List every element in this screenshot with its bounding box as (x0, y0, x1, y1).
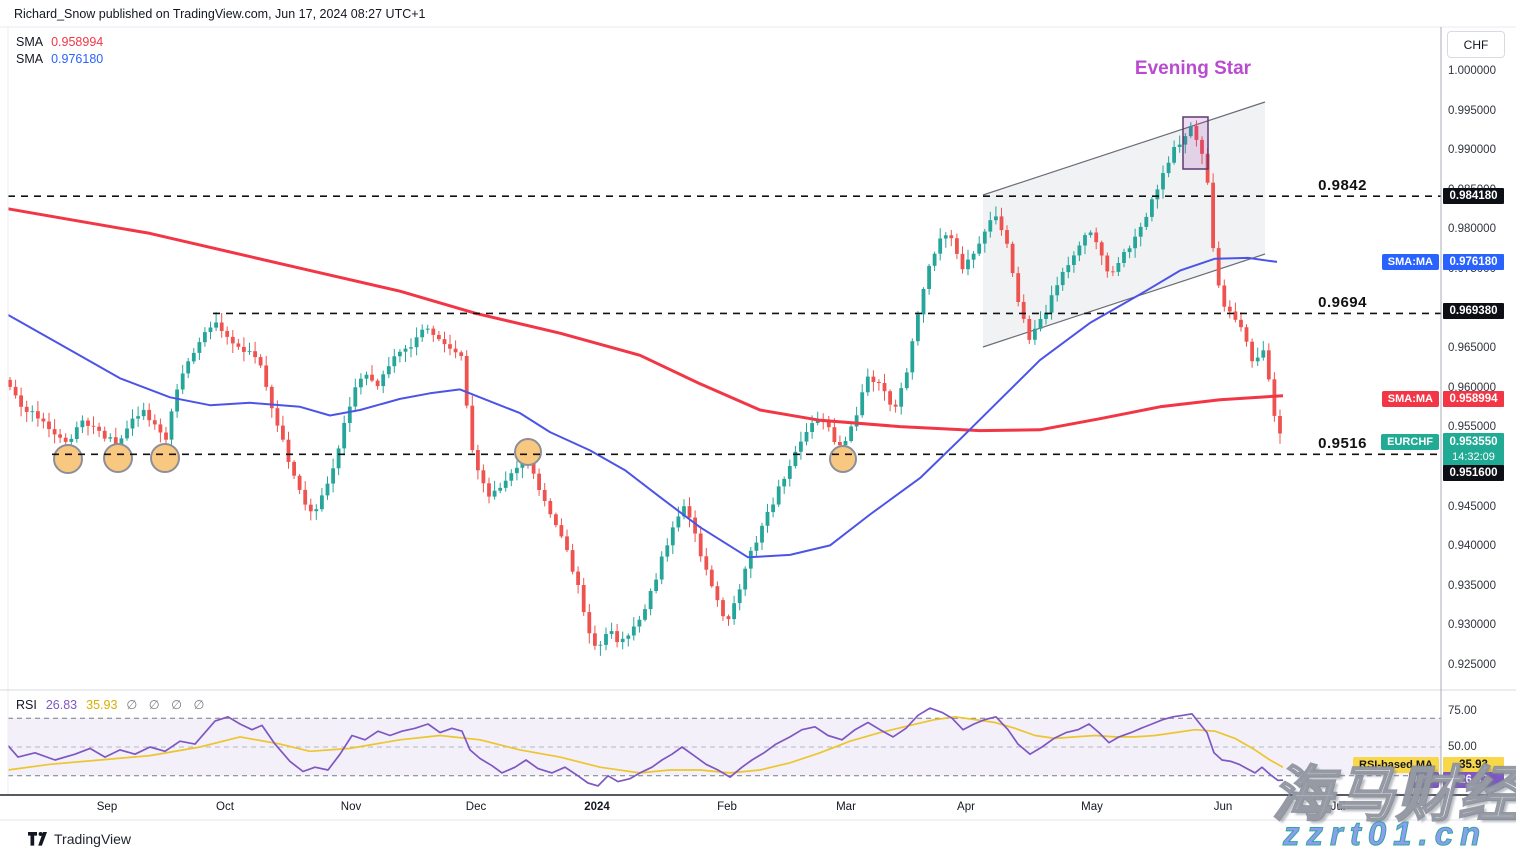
sma50-axis-name: SMA:MA (1381, 254, 1439, 270)
price-axis-tick: 0.955000 (1448, 421, 1496, 433)
symbol-axis-name: EURCHF (1381, 434, 1439, 450)
sma-200-value: 0.958994 (51, 34, 104, 49)
sma50-axis-value: 0.976180 (1443, 254, 1504, 270)
price-level-lines (8, 195, 1441, 456)
legend-sma-200[interactable]: SMA 0.958994 (16, 33, 103, 50)
sma-200-label: SMA (16, 34, 44, 49)
rsi-legend[interactable]: RSI 26.83 35.93 ∅ ∅ ∅ ∅ (16, 697, 209, 713)
pane-separators (0, 26, 1516, 821)
price-axis[interactable]: 1.0000000.9950000.9900000.9850000.980000… (1441, 27, 1516, 820)
level-badge-969380: 0.969380 (1443, 303, 1504, 319)
sma200-axis-value: 0.958994 (1443, 391, 1504, 407)
price-axis-tick: 0.965000 (1448, 342, 1496, 354)
price-axis-tick: 0.930000 (1448, 619, 1496, 631)
price-axis-tick: 0.995000 (1448, 105, 1496, 117)
rsi-label: RSI (16, 697, 37, 712)
evening-star-annotation: Evening Star (1134, 58, 1252, 79)
rsi-ma-axis-value: 35.93 (1443, 757, 1504, 773)
rsi-params: ∅ ∅ ∅ ∅ (126, 698, 209, 712)
time-axis-label: Dec (465, 801, 487, 813)
rsi-current-value: 26.83 (45, 697, 78, 712)
rsi-line (7, 707, 1284, 787)
time-axis[interactable]: Sep Oct Nov Dec 2024 Feb Mar Apr May Jun Jul (0, 795, 1441, 820)
price-axis-tick: 0.925000 (1448, 659, 1496, 671)
tradingview-logo-icon (28, 831, 47, 846)
rsi-ma-axis-name: RSI-based MA (1353, 757, 1439, 773)
time-axis-label: 2024 (584, 801, 610, 813)
indicator-legend: SMA 0.958994 SMA 0.976180 (16, 33, 103, 67)
rsi-axis-value: 26.83 (1443, 772, 1504, 788)
sma-50-line (7, 256, 1278, 559)
level-label-9516: 0.9516 (1318, 435, 1367, 452)
time-axis-label: Oct (216, 801, 234, 813)
bar-countdown: 14:32:09 (1452, 450, 1495, 463)
tradingview-brand-text: TradingView (54, 831, 132, 847)
price-axis-tick: 0.990000 (1448, 144, 1496, 156)
price-axis-tick: 0.980000 (1448, 223, 1496, 235)
time-axis-label: Jul (1330, 801, 1346, 813)
time-axis-label: Mar (836, 801, 856, 813)
sma200-axis-name: SMA:MA (1381, 391, 1439, 407)
time-axis-label: May (1081, 801, 1103, 813)
rsi-pane (7, 707, 1441, 787)
watermark-chinese: 海马财经 (1271, 760, 1516, 829)
time-axis-label: Sep (96, 801, 118, 813)
rsi-axis-tick: 75.00 (1448, 705, 1477, 717)
price-axis-tick: 0.945000 (1448, 501, 1496, 513)
support-touch-circles (53, 438, 857, 474)
time-axis-label: Apr (957, 801, 975, 813)
level-label-9694: 0.9694 (1318, 294, 1367, 311)
time-axis-label: Jun (1213, 801, 1233, 813)
rsi-axis-tick: 50.00 (1448, 741, 1477, 753)
price-axis-tick: 1.000000 (1448, 65, 1496, 77)
level-badge-951600: 0.951600 (1443, 465, 1504, 481)
time-axis-label: Nov (340, 801, 362, 813)
time-axis-label: Feb (717, 801, 737, 813)
last-price-badge: 0.953550 14:32:09 (1443, 433, 1504, 466)
watermark-url: zzrt01.cn (1282, 815, 1488, 853)
legend-sma-50[interactable]: SMA 0.976180 (16, 50, 103, 67)
last-price-value: 0.953550 (1449, 435, 1498, 448)
publish-header: Richard_Snow published on TradingView.co… (14, 7, 426, 21)
price-axis-tick: 0.935000 (1448, 580, 1496, 592)
sma-200-line (7, 207, 1284, 433)
currency-toggle-button[interactable]: CHF (1447, 31, 1505, 58)
tradingview-attribution: TradingView (28, 831, 131, 847)
level-label-9842: 0.9842 (1318, 177, 1367, 194)
level-badge-984180: 0.984180 (1443, 188, 1504, 204)
price-axis-tick: 0.940000 (1448, 540, 1496, 552)
rsi-ma-value: 35.93 (86, 697, 118, 712)
evening-star-box[interactable] (1182, 116, 1209, 170)
rsi-axis-name: RSI (1408, 772, 1439, 788)
sma-50-label: SMA (16, 51, 44, 66)
rsi-ma-line (7, 715, 1284, 774)
sma-50-value: 0.976180 (51, 51, 104, 66)
